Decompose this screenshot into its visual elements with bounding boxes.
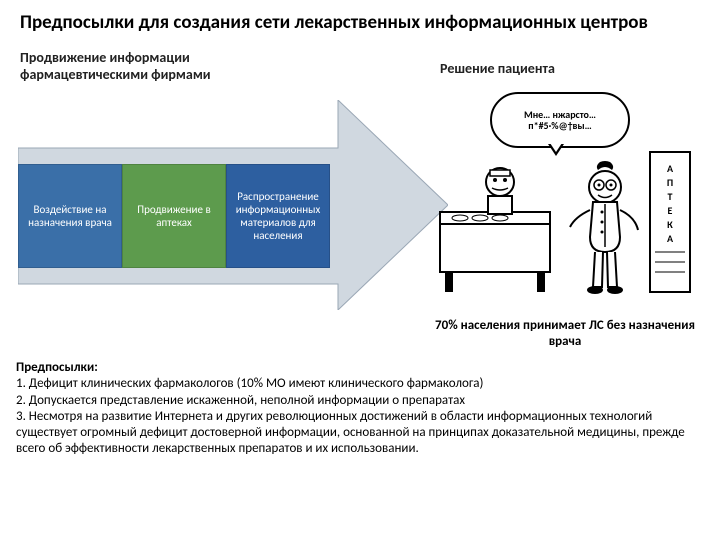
svg-text:К: К (667, 218, 673, 231)
svg-text:П: П (667, 176, 673, 189)
slide-title: Предпосылки для создания сети лекарствен… (0, 0, 720, 41)
subtitle-right: Решение пациента (440, 60, 555, 77)
svg-text:А: А (667, 232, 674, 245)
box-doctor-influence: Воздействие на назначения врача (18, 164, 122, 268)
svg-text:Е: Е (668, 204, 673, 217)
patient-illustration: Мне… нжарсто… п*#5·%@†вы… (430, 92, 700, 302)
box-pharmacy-promotion: Продвижение в аптеках (122, 164, 226, 268)
premise-1: 1. Дефицит клинических фармакологов (10%… (16, 376, 704, 392)
premises-header: Предпосылки: (16, 360, 704, 376)
statistic-text: 70% населения принимает ЛС без назначени… (430, 318, 700, 349)
speech-bubble: Мне… нжарсто… п*#5·%@†вы… (490, 92, 630, 148)
box-public-materials: Распространение информационных материало… (226, 164, 330, 268)
premise-3: 3. Несмотря на развитие Интернета и друг… (16, 409, 704, 458)
arrow-boxes: Воздействие на назначения врача Продвиже… (18, 164, 330, 268)
svg-text:Т: Т (668, 190, 673, 203)
subtitle-left: Продвижение информации фармацевтическими… (20, 50, 240, 84)
premise-2: 2. Допускается представление искаженной,… (16, 393, 704, 409)
premises-block: Предпосылки: 1. Дефицит клинических фарм… (16, 360, 704, 458)
arrow-diagram: Воздействие на назначения врача Продвиже… (18, 100, 448, 310)
svg-text:А: А (667, 162, 674, 175)
